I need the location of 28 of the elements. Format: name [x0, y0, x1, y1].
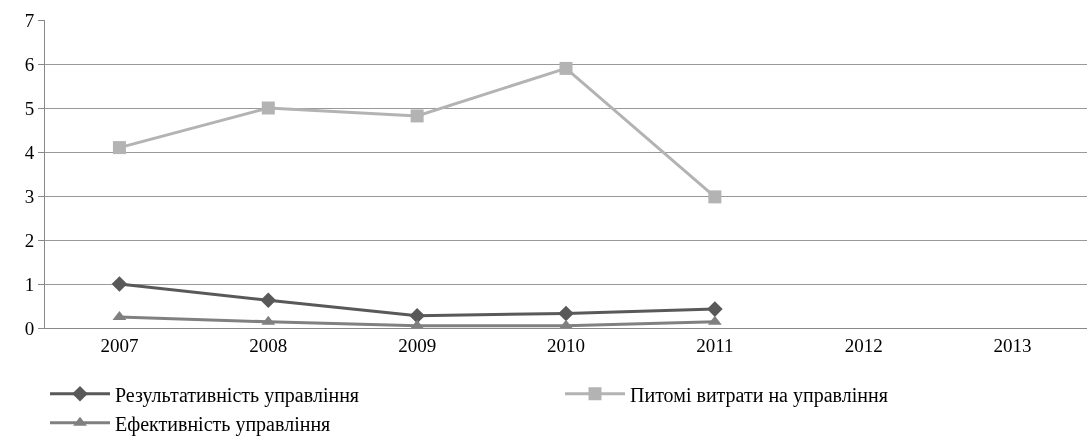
point	[559, 61, 573, 75]
x-tick-label: 2007	[100, 334, 139, 356]
x-tick-label: 2008	[249, 334, 288, 356]
legend-label: Ефективність управління	[115, 412, 331, 436]
point	[261, 101, 275, 115]
point	[410, 109, 424, 123]
y-tick-label: 0	[24, 317, 35, 339]
point	[558, 305, 574, 322]
point	[708, 190, 722, 204]
y-tick-label: 7	[24, 9, 35, 31]
x-tick-label: 2011	[696, 334, 734, 356]
point	[707, 301, 723, 317]
y-tick-label: 1	[24, 273, 35, 295]
x-tick-label: 2010	[547, 334, 585, 356]
x-tick-label: 2012	[844, 334, 883, 356]
point	[409, 307, 425, 324]
legend-label: Результативність управління	[115, 383, 360, 407]
point	[111, 276, 128, 292]
legend-label: Питомі витрати на управління	[630, 383, 888, 407]
y-tick-label: 4	[24, 141, 35, 163]
y-tick-label: 2	[24, 229, 35, 251]
point	[112, 141, 126, 155]
y-tick-label: 3	[24, 185, 35, 207]
y-tick-label: 6	[24, 53, 35, 75]
point	[260, 292, 277, 309]
x-tick-label: 2009	[398, 334, 437, 356]
y-tick-label: 5	[24, 97, 35, 119]
x-tick-label: 2013	[993, 334, 1032, 356]
